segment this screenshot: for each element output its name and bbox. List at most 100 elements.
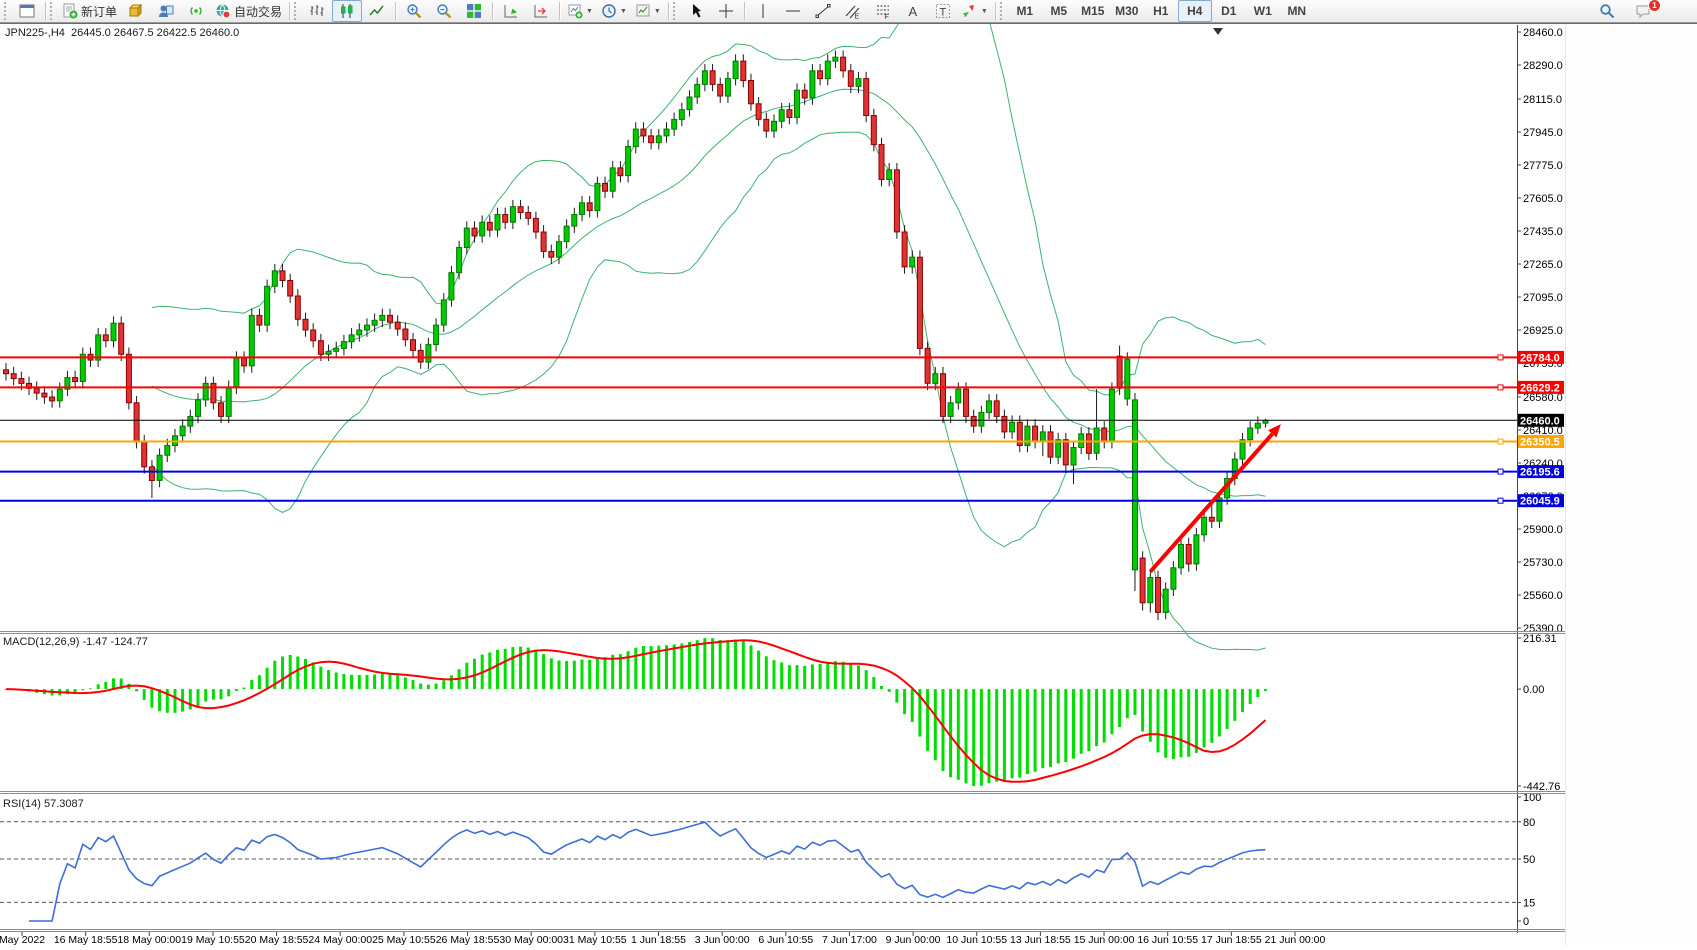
macd-histogram-bar <box>1025 689 1029 775</box>
trend-arrow[interactable] <box>1148 432 1274 574</box>
macd-histogram-bar <box>895 689 899 703</box>
tf-m30-button[interactable]: M30 <box>1110 0 1144 22</box>
macd-histogram-bar <box>787 665 791 690</box>
tf-m1-button[interactable]: M1 <box>1008 0 1042 22</box>
dropdown-caret-icon: ▼ <box>619 7 627 15</box>
macd-histogram-bar <box>979 689 983 786</box>
level-handle[interactable] <box>1497 497 1504 504</box>
text-button[interactable]: A <box>898 0 928 22</box>
level-handle[interactable] <box>1497 468 1504 475</box>
macd-histogram-bar <box>419 683 423 690</box>
autotrading-button[interactable]: 自动交易 <box>211 0 286 22</box>
tf-h1-button[interactable]: H1 <box>1144 0 1178 22</box>
market-watch-button[interactable] <box>121 0 151 22</box>
candle-bullish <box>625 146 632 177</box>
macd-histogram-bar <box>611 654 615 690</box>
macd-histogram-bar <box>872 677 876 689</box>
macd-histogram-bar <box>112 678 115 690</box>
candle-bullish <box>371 319 378 326</box>
chat-button[interactable]: 1 <box>1628 0 1661 22</box>
rsi-tick-label: 15 <box>1523 897 1535 909</box>
navigator-button[interactable] <box>181 0 211 22</box>
candle-bullish <box>156 454 163 481</box>
level-handle[interactable] <box>1497 354 1504 361</box>
panel-separator[interactable] <box>0 633 1565 634</box>
tf-h4-button[interactable]: H4 <box>1177 0 1212 22</box>
macd-histogram-bar <box>949 689 953 778</box>
templates-button[interactable]: ▼ <box>631 0 665 22</box>
chart-window-button[interactable] <box>12 0 42 22</box>
toolbar-grip-handle[interactable] <box>999 2 1005 20</box>
time-tick-label: 3 Jun 00:00 <box>695 934 750 945</box>
data-window-button[interactable] <box>151 0 181 22</box>
channel-button[interactable]: E <box>838 0 868 22</box>
crosshair-button[interactable] <box>711 0 741 22</box>
arrows-button[interactable]: ▼ <box>958 0 992 22</box>
toolbar-separator <box>289 2 291 20</box>
panel-separator[interactable] <box>0 631 1565 632</box>
macd-histogram-bar <box>641 646 645 690</box>
macd-histogram-bar <box>542 654 546 690</box>
candle-bearish <box>417 349 424 363</box>
chart-shift-button[interactable] <box>526 0 556 22</box>
panel-separator[interactable] <box>0 793 1565 794</box>
candle-chart-button[interactable] <box>332 0 363 22</box>
tf-m5-button[interactable]: M5 <box>1042 0 1076 22</box>
zoom-out-button[interactable] <box>429 0 459 22</box>
macd-histogram-bar <box>1241 689 1244 713</box>
time-axis[interactable]: May 2022 16 May 18:55 18 May 00:00 19 May 1… <box>0 932 1326 946</box>
macd-histogram-bar <box>864 670 868 690</box>
tf-m15-button[interactable]: M15 <box>1076 0 1110 22</box>
time-tick-label: 6 Jun 10:55 <box>758 934 813 945</box>
dropdown-caret-icon: ▼ <box>586 7 593 15</box>
macd-histogram-bar <box>165 689 169 713</box>
chart-shift-marker[interactable] <box>1213 28 1223 35</box>
toolbar-grip-handle[interactable] <box>50 2 55 20</box>
bar-chart-button[interactable] <box>302 0 332 22</box>
dropdown-caret-icon: ▼ <box>980 7 988 15</box>
candle-bearish <box>878 144 885 180</box>
zoom-in-button[interactable] <box>399 0 429 22</box>
new-chart-button[interactable]: ▼ <box>563 0 597 22</box>
panel-separator[interactable] <box>0 791 1565 792</box>
rsi-line <box>29 821 1266 922</box>
tf-w1-button[interactable]: W1 <box>1246 0 1280 22</box>
hline-button[interactable] <box>778 0 808 22</box>
toolbar-grip-handle[interactable] <box>672 2 678 20</box>
vline-button[interactable] <box>748 0 778 22</box>
price-level-badge <box>1518 380 1564 394</box>
macd-histogram-bar <box>818 664 822 690</box>
line-chart-button[interactable] <box>362 0 392 22</box>
candles-icon <box>339 3 355 19</box>
macd-histogram-bar <box>572 660 576 690</box>
panel-separator[interactable] <box>0 931 1565 932</box>
chart-canvas[interactable]: 28460.0 28290.0 28115.0 27945.0 27775.0 27605… <box>0 0 1565 946</box>
template-icon <box>635 3 651 19</box>
price-tick-label: 25730.0 <box>1523 557 1563 569</box>
macd-histogram-bar <box>672 644 676 690</box>
price-tick-label: 25900.0 <box>1523 524 1563 536</box>
cursor-button[interactable] <box>681 0 711 22</box>
tf-d1-button[interactable]: D1 <box>1212 0 1246 22</box>
time-tick-label: 13 Jun 18:55 <box>1010 934 1071 945</box>
toolbar-grip-handle[interactable] <box>4 2 9 20</box>
search-button[interactable] <box>1592 0 1622 22</box>
candle-bearish <box>924 347 931 384</box>
level-handle[interactable] <box>1497 384 1504 391</box>
trendline-button[interactable] <box>808 0 838 22</box>
label-button[interactable]: T <box>928 0 958 22</box>
level-handle[interactable] <box>1497 438 1504 445</box>
candle-bullish <box>1239 439 1246 460</box>
price-axis[interactable]: 28460.0 28290.0 28115.0 27945.0 27775.0 27605… <box>1517 25 1564 933</box>
periods-button[interactable]: ▼ <box>597 0 631 22</box>
panel-separator[interactable] <box>0 929 1565 930</box>
fibo-button[interactable]: F <box>868 0 898 22</box>
new-order-button-label: 新订单 <box>81 4 118 19</box>
new-order-button[interactable]: 新订单 <box>58 0 121 22</box>
candle-bullish <box>686 96 693 111</box>
toolbar-grip-handle[interactable] <box>294 2 299 20</box>
auto-scroll-button[interactable] <box>496 0 526 22</box>
time-tick-label: 24 May 00:00 <box>308 934 372 945</box>
tile-windows-button[interactable] <box>459 0 489 22</box>
tf-mn-button[interactable]: MN <box>1280 0 1314 22</box>
